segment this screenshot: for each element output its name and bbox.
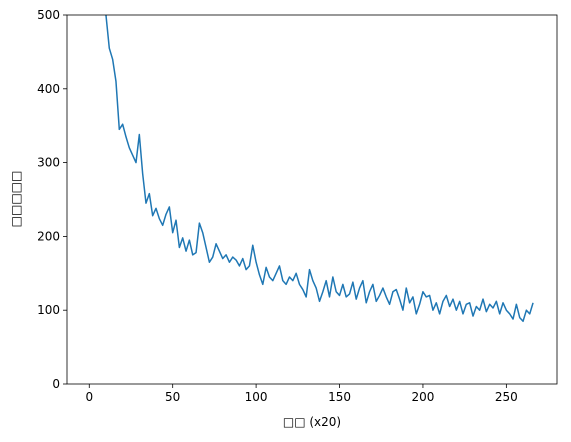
x-tick-label: 100 (245, 390, 268, 404)
data-line (105, 15, 534, 323)
x-tick-label: 0 (85, 390, 93, 404)
y-axis-label: □□□□□ (9, 171, 23, 228)
y-tick-label: 300 (37, 156, 60, 170)
x-axis-label: □□ (x20) (283, 415, 341, 429)
y-tick-label: 100 (37, 303, 60, 317)
x-tick-label: 250 (495, 390, 518, 404)
x-tick-label: 200 (411, 390, 434, 404)
y-tick-label: 200 (37, 229, 60, 243)
x-tick-label: 150 (328, 390, 351, 404)
y-tick-label: 500 (37, 8, 60, 22)
y-tick-label: 400 (37, 82, 60, 96)
x-tick-label: 50 (165, 390, 180, 404)
plot-frame (66, 14, 558, 385)
y-tick-label: 0 (52, 377, 60, 391)
